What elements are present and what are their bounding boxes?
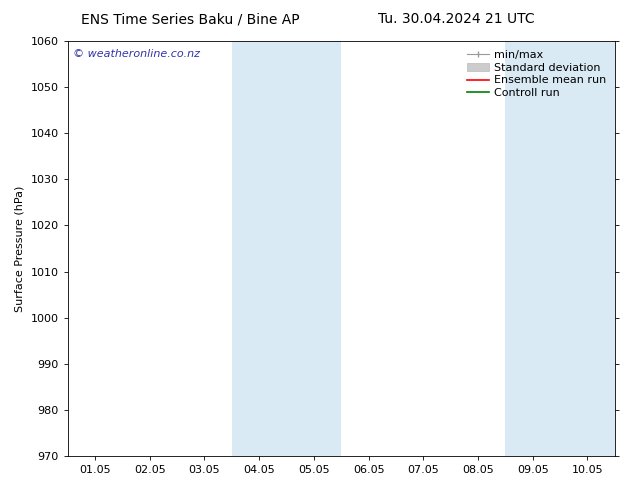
Text: Tu. 30.04.2024 21 UTC: Tu. 30.04.2024 21 UTC [378, 12, 535, 26]
Bar [232, 41, 341, 456]
Legend: min/max, Standard deviation, Ensemble mean run, Controll run: min/max, Standard deviation, Ensemble me… [463, 47, 609, 101]
Y-axis label: Surface Pressure (hPa): Surface Pressure (hPa) [15, 185, 25, 312]
Bar [505, 41, 615, 456]
Text: © weatheronline.co.nz: © weatheronline.co.nz [73, 49, 200, 59]
Text: ENS Time Series Baku / Bine AP: ENS Time Series Baku / Bine AP [81, 12, 299, 26]
